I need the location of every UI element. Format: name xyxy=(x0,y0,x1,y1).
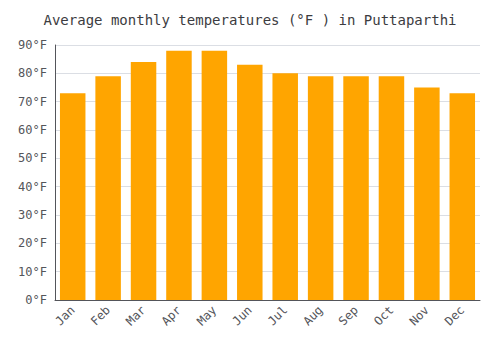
svg-text:Jun: Jun xyxy=(230,303,255,328)
svg-text:Sep: Sep xyxy=(336,303,361,328)
svg-text:50°F: 50°F xyxy=(18,151,47,165)
svg-text:30°F: 30°F xyxy=(18,208,47,222)
svg-text:Nov: Nov xyxy=(407,303,432,328)
svg-text:20°F: 20°F xyxy=(18,236,47,250)
svg-text:Oct: Oct xyxy=(371,303,396,328)
svg-text:80°F: 80°F xyxy=(18,66,47,80)
svg-text:Aug: Aug xyxy=(300,303,325,328)
svg-text:Mar: Mar xyxy=(123,303,148,328)
svg-text:May: May xyxy=(194,303,219,328)
svg-text:Apr: Apr xyxy=(159,303,184,328)
svg-text:Jul: Jul xyxy=(265,303,290,328)
svg-text:70°F: 70°F xyxy=(18,95,47,109)
svg-text:40°F: 40°F xyxy=(18,180,47,194)
svg-text:90°F: 90°F xyxy=(18,38,47,52)
svg-text:0°F: 0°F xyxy=(25,293,47,307)
svg-text:60°F: 60°F xyxy=(18,123,47,137)
svg-text:Jan: Jan xyxy=(52,303,77,328)
svg-text:Average monthly temperatures (: Average monthly temperatures (°F ) in Pu… xyxy=(43,12,456,28)
svg-text:10°F: 10°F xyxy=(18,265,47,279)
svg-text:Feb: Feb xyxy=(88,303,113,328)
svg-text:Dec: Dec xyxy=(442,303,467,328)
